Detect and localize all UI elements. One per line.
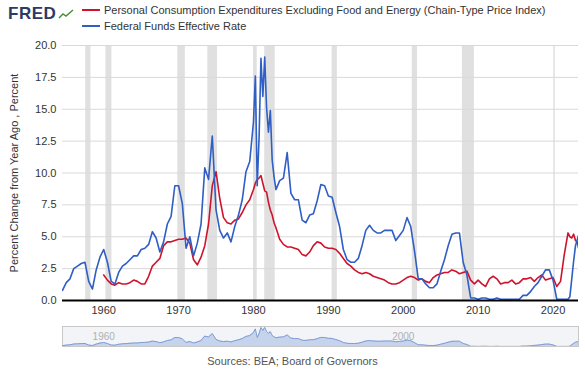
svg-text:1970: 1970 [166,304,190,316]
svg-text:2000: 2000 [391,304,415,316]
svg-text:Percent Change from Year Ago ,: Percent Change from Year Ago , Percent [8,74,20,273]
svg-text:17.5: 17.5 [35,71,56,83]
svg-text:7.5: 7.5 [41,198,56,210]
html-text:Personal Consumption Expenditu: Personal Consumption Expenditures Exclud… [104,4,546,16]
svg-text:5.0: 5.0 [41,230,56,242]
svg-text:2020: 2020 [541,304,565,316]
svg-text:1980: 1980 [241,304,265,316]
svg-text:2.5: 2.5 [41,262,56,274]
svg-text:1960: 1960 [93,331,116,342]
svg-text:15.0: 15.0 [35,103,56,115]
svg-text:2010: 2010 [466,304,490,316]
html-text:FRED: FRED [8,4,57,23]
svg-text:10.0: 10.0 [35,167,56,179]
svg-text:12.5: 12.5 [35,135,56,147]
svg-text:1990: 1990 [316,304,340,316]
svg-text:2000: 2000 [392,331,415,342]
html-text:Sources: BEA; Board of Governo: Sources: BEA; Board of Governors [207,355,378,367]
svg-text:20.0: 20.0 [35,40,56,51]
html-text:Federal Funds Effective Rate: Federal Funds Effective Rate [104,20,247,32]
svg-text:0.0: 0.0 [41,294,56,306]
svg-text:1960: 1960 [91,304,115,316]
